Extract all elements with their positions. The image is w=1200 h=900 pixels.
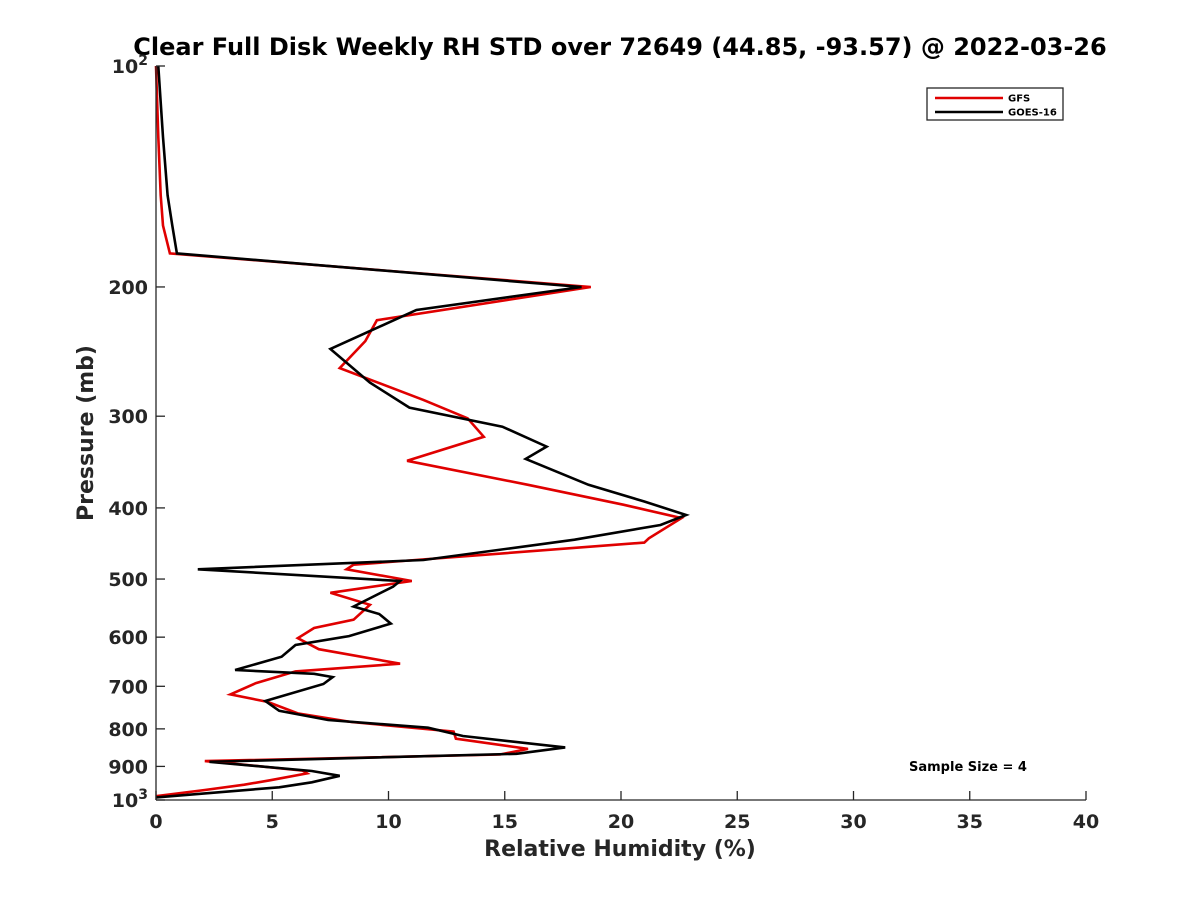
y-tick-label: 300: [108, 406, 148, 428]
chart-title: Clear Full Disk Weekly RH STD over 72649…: [133, 33, 1106, 61]
y-axis-title: Pressure (mb): [74, 345, 99, 521]
x-tick-label: 40: [1073, 811, 1099, 833]
x-tick-label: 5: [266, 811, 279, 833]
series-line-goes-16: [155, 65, 690, 799]
y-tick-label: 600: [108, 627, 148, 649]
y-tick-label: 400: [108, 498, 148, 520]
sample-size-annotation: Sample Size = 4: [909, 760, 1027, 775]
x-axis: 0 5 10 15 20 25 30 35 40: [149, 791, 1099, 833]
legend-label: GFS: [1008, 94, 1030, 105]
y-tick-label: 102: [112, 53, 148, 78]
y-tick-label: 200: [108, 277, 148, 299]
plot-area: [154, 65, 690, 799]
y-tick-label: 700: [108, 676, 148, 698]
x-tick-label: 0: [149, 811, 162, 833]
legend-box: [926, 87, 1064, 121]
x-tick-label: 10: [375, 811, 401, 833]
x-tick-label: 20: [608, 811, 634, 833]
legend: GFS GOES-16: [926, 87, 1064, 121]
x-tick-label: 35: [957, 811, 983, 833]
x-tick-label: 15: [492, 811, 518, 833]
y-axis: 102 200 300 400 500 600 700 800 900 103: [108, 53, 165, 812]
x-axis-title: Relative Humidity (%): [484, 837, 756, 862]
series-line-gfs: [154, 65, 685, 798]
x-tick-label: 25: [724, 811, 750, 833]
y-tick-label: 500: [108, 569, 148, 591]
y-tick-label: 900: [108, 756, 148, 778]
y-tick-label: 103: [112, 787, 148, 812]
legend-label: GOES-16: [1008, 108, 1057, 119]
x-tick-label: 30: [840, 811, 866, 833]
y-tick-label: 800: [108, 719, 148, 741]
